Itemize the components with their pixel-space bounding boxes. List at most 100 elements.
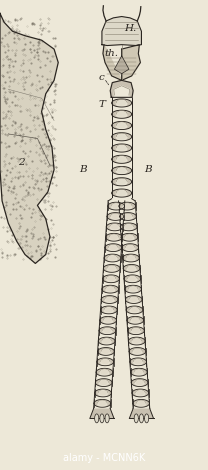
Polygon shape (112, 189, 132, 197)
Text: th.: th. (104, 49, 118, 58)
Text: 2: 2 (18, 158, 24, 167)
Circle shape (100, 414, 104, 423)
Polygon shape (133, 348, 142, 355)
Polygon shape (109, 234, 119, 241)
Polygon shape (103, 265, 120, 272)
Polygon shape (95, 389, 111, 397)
Polygon shape (132, 389, 149, 397)
Polygon shape (129, 408, 154, 418)
Polygon shape (127, 265, 136, 272)
Polygon shape (125, 244, 135, 251)
Polygon shape (123, 213, 133, 220)
Polygon shape (101, 348, 111, 355)
Polygon shape (98, 400, 107, 407)
Polygon shape (130, 358, 146, 366)
Polygon shape (114, 86, 130, 95)
Polygon shape (108, 244, 118, 251)
Polygon shape (116, 167, 127, 174)
Text: B: B (145, 165, 152, 174)
Polygon shape (112, 110, 132, 118)
Polygon shape (100, 306, 117, 314)
Polygon shape (120, 212, 136, 220)
Polygon shape (105, 286, 115, 292)
Polygon shape (112, 121, 132, 130)
Polygon shape (99, 327, 116, 335)
Polygon shape (108, 199, 135, 201)
Circle shape (139, 414, 144, 423)
Polygon shape (116, 122, 127, 129)
Polygon shape (116, 133, 127, 141)
Polygon shape (103, 275, 119, 282)
Polygon shape (103, 328, 112, 334)
Polygon shape (123, 265, 140, 272)
Text: H.: H. (124, 24, 136, 33)
Polygon shape (97, 358, 114, 366)
Polygon shape (131, 379, 148, 386)
Polygon shape (108, 202, 124, 210)
Polygon shape (112, 97, 132, 199)
Circle shape (134, 414, 138, 423)
Polygon shape (111, 213, 120, 220)
Polygon shape (124, 224, 134, 230)
Polygon shape (98, 390, 108, 396)
Polygon shape (103, 45, 140, 80)
Text: alamy - MCNN6K: alamy - MCNN6K (63, 453, 145, 463)
Polygon shape (105, 244, 121, 251)
Polygon shape (126, 255, 136, 261)
Polygon shape (112, 155, 132, 164)
Polygon shape (126, 306, 143, 314)
Polygon shape (122, 244, 139, 251)
Polygon shape (131, 328, 141, 334)
Polygon shape (108, 255, 117, 261)
Polygon shape (127, 316, 144, 324)
Polygon shape (116, 110, 127, 118)
Polygon shape (0, 14, 58, 263)
Polygon shape (133, 400, 149, 407)
Polygon shape (107, 265, 116, 272)
Polygon shape (104, 254, 121, 262)
Circle shape (95, 414, 99, 423)
Polygon shape (119, 202, 136, 210)
Polygon shape (124, 275, 141, 282)
Polygon shape (116, 189, 127, 197)
Polygon shape (130, 306, 139, 313)
Polygon shape (105, 296, 114, 303)
Polygon shape (103, 317, 113, 323)
Polygon shape (133, 359, 143, 365)
Polygon shape (114, 56, 129, 74)
Polygon shape (106, 275, 116, 282)
Polygon shape (136, 390, 145, 396)
Polygon shape (100, 359, 110, 365)
Polygon shape (106, 223, 123, 231)
Polygon shape (112, 166, 132, 174)
Polygon shape (128, 337, 145, 345)
Polygon shape (100, 316, 116, 324)
Polygon shape (102, 338, 111, 345)
Polygon shape (99, 379, 109, 386)
Polygon shape (111, 203, 121, 209)
Polygon shape (107, 212, 124, 220)
Polygon shape (112, 178, 132, 186)
Polygon shape (130, 317, 140, 323)
Polygon shape (120, 223, 137, 231)
Polygon shape (132, 338, 141, 345)
Polygon shape (102, 16, 141, 46)
Polygon shape (110, 80, 133, 97)
Polygon shape (131, 368, 147, 376)
Circle shape (145, 414, 149, 423)
Polygon shape (134, 369, 144, 376)
Polygon shape (112, 144, 132, 152)
Polygon shape (128, 327, 144, 335)
Polygon shape (90, 408, 114, 418)
Polygon shape (95, 379, 112, 386)
Polygon shape (128, 275, 137, 282)
Polygon shape (128, 286, 138, 292)
Polygon shape (125, 234, 134, 241)
Polygon shape (125, 296, 142, 304)
Polygon shape (110, 224, 119, 230)
Polygon shape (102, 285, 119, 293)
Polygon shape (104, 306, 114, 313)
Polygon shape (116, 156, 127, 163)
Polygon shape (125, 285, 141, 293)
Polygon shape (101, 296, 118, 304)
